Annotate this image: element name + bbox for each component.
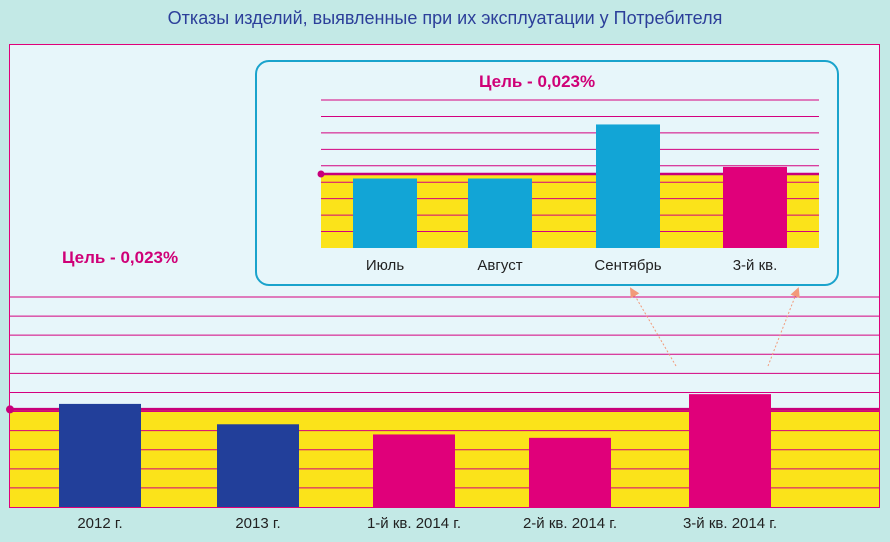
inset-bar: [353, 178, 417, 248]
inset-bar: [468, 178, 532, 248]
main-bar: [529, 437, 611, 507]
main-goal-marker: [6, 405, 14, 414]
main-bar: [373, 434, 455, 507]
main-bar: [689, 394, 771, 507]
main-category-label: 2013 г.: [235, 515, 280, 532]
main-bar: [217, 424, 299, 507]
main-category-label: 3-й кв. 2014 г.: [683, 515, 777, 532]
page-title: Отказы изделий, выявленные при их эксплу…: [167, 8, 723, 28]
inset-category-label: Август: [477, 257, 522, 274]
inset-goal-label: Цель - 0,023%: [479, 72, 596, 91]
inset-bar: [723, 166, 787, 248]
main-bar: [59, 403, 141, 507]
inset-bar: [596, 124, 660, 248]
main-category-label: 2012 г.: [77, 515, 122, 532]
callout-arrow-right: [767, 287, 800, 367]
main-chart: 2012 г. 2013 г. 1-й кв. 2014 г. 2-й кв. 201…: [6, 296, 879, 532]
callout-arrow-left: [629, 287, 677, 367]
inset-category-label: Июль: [366, 257, 404, 274]
main-category-label: 1-й кв. 2014 г.: [367, 515, 461, 532]
inset-goal-marker: [317, 170, 325, 178]
callout-arrows: [629, 287, 800, 367]
inset-chart: Июль Август Сентябрь 3-й кв.: [317, 99, 819, 274]
inset-category-label: 3-й кв.: [733, 257, 778, 274]
inset-category-label: Сентябрь: [594, 257, 661, 274]
main-category-label: 2-й кв. 2014 г.: [523, 515, 617, 532]
main-goal-label: Цель - 0,023%: [62, 248, 179, 267]
